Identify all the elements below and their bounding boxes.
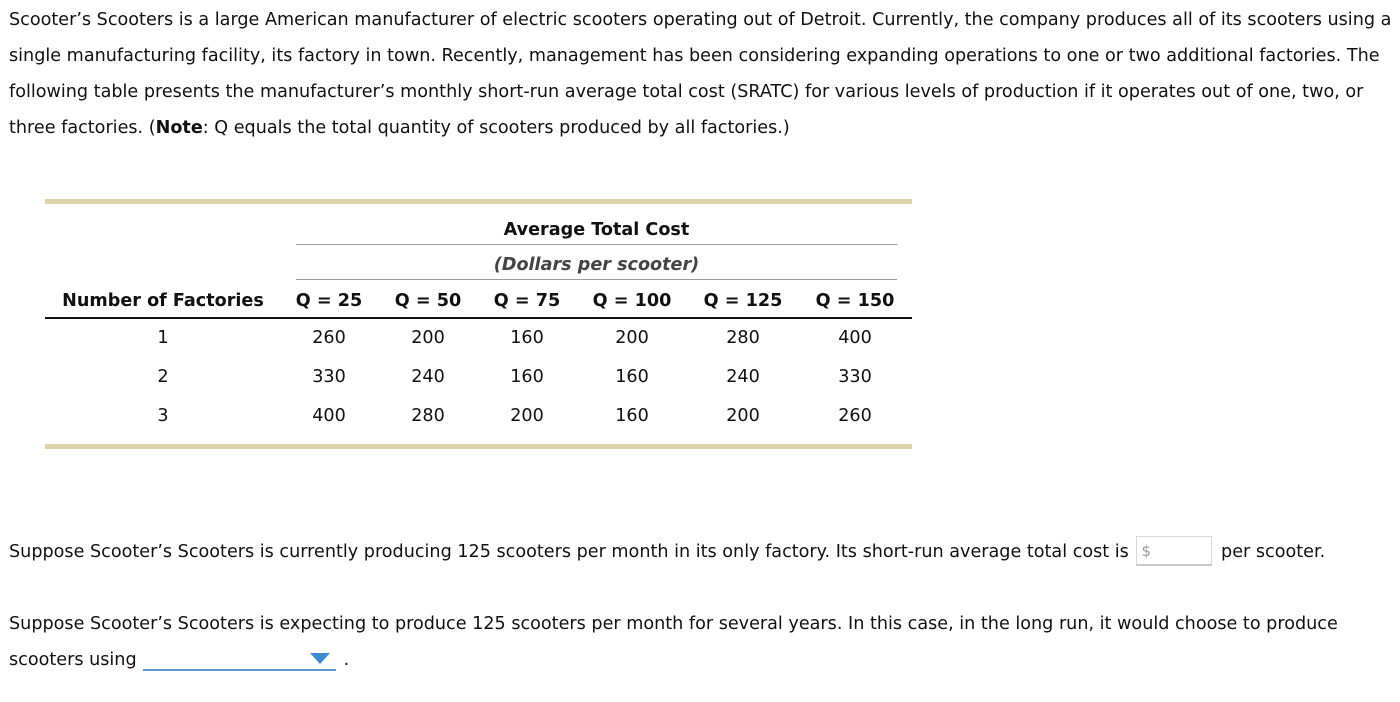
column-header: Q = 75 — [493, 291, 561, 311]
intro-text-1: Scooter’s Scooters is a large American m… — [9, 10, 1392, 138]
row-header-factories: Number of Factories — [62, 291, 264, 311]
caret-down-icon[interactable] — [309, 653, 330, 664]
factories-cell: 2 — [157, 367, 169, 387]
cost-cell: 280 — [411, 406, 445, 426]
question-long-run-text: Suppose Scooter’s Scooters is expecting … — [9, 614, 1338, 670]
question-sratc-text: Suppose Scooter’s Scooters is currently … — [9, 542, 1129, 562]
cost-cell: 160 — [615, 406, 649, 426]
cost-cell: 160 — [510, 367, 544, 387]
table-top-rule — [45, 199, 912, 204]
cost-cell: 260 — [312, 328, 346, 348]
question-long-run: Suppose Scooter’s Scooters is expecting … — [9, 606, 1394, 678]
dollar-sign: $ — [1141, 542, 1151, 560]
sratc-answer-box[interactable]: $ — [1136, 536, 1213, 566]
cost-cell: 260 — [838, 406, 872, 426]
cost-cell: 240 — [411, 367, 445, 387]
intro-paragraph: Scooter’s Scooters is a large American m… — [9, 2, 1394, 146]
cost-cell: 240 — [726, 367, 760, 387]
note-label: Note — [155, 118, 203, 138]
span-title-rule — [296, 244, 897, 245]
cost-cell: 330 — [312, 367, 346, 387]
table-span-subtitle: (Dollars per scooter) — [493, 255, 700, 275]
table-header-rule — [45, 317, 912, 319]
column-header: Q = 25 — [295, 291, 363, 311]
cost-cell: 280 — [726, 328, 760, 348]
span-subtitle-rule — [296, 279, 897, 280]
column-header: Q = 150 — [815, 291, 895, 311]
cost-cell: 330 — [838, 367, 872, 387]
intro-text-2: : Q equals the total quantity of scooter… — [202, 118, 790, 138]
cost-cell: 160 — [510, 328, 544, 348]
cost-cell: 200 — [615, 328, 649, 348]
factories-cell: 1 — [157, 328, 169, 348]
question-sratc: Suppose Scooter’s Scooters is currently … — [9, 536, 1325, 568]
cost-cell: 400 — [312, 406, 346, 426]
sentence-period: . — [343, 650, 350, 670]
table-bottom-rule — [45, 444, 912, 449]
column-header: Q = 50 — [394, 291, 462, 311]
cost-cell: 400 — [838, 328, 872, 348]
table-span-title: Average Total Cost — [503, 220, 690, 240]
column-header: Q = 125 — [703, 291, 783, 311]
column-header: Q = 100 — [592, 291, 672, 311]
sratc-input[interactable] — [1153, 539, 1208, 563]
cost-cell: 200 — [726, 406, 760, 426]
cost-cell: 200 — [510, 406, 544, 426]
cost-cell: 160 — [615, 367, 649, 387]
cost-cell: 200 — [411, 328, 445, 348]
factories-dropdown[interactable] — [142, 645, 336, 671]
cost-table: Average Total Cost (Dollars per scooter)… — [45, 199, 912, 451]
factories-cell: 3 — [157, 406, 169, 426]
question-sratc-suffix: per scooter. — [1221, 542, 1326, 562]
